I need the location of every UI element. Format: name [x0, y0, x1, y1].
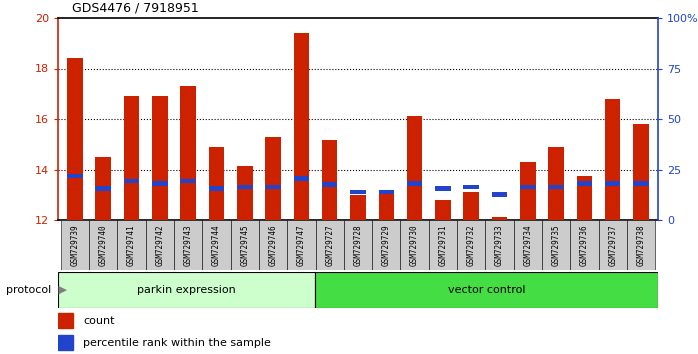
Bar	[520, 162, 535, 220]
Bar	[463, 185, 479, 189]
Bar	[124, 178, 140, 183]
Bar	[146, 220, 174, 270]
Bar	[294, 176, 309, 181]
Bar	[152, 181, 168, 185]
Bar	[570, 220, 599, 270]
Bar	[265, 185, 281, 189]
Text: GSM729745: GSM729745	[240, 224, 249, 266]
Text: GSM729736: GSM729736	[580, 224, 589, 266]
Bar	[67, 173, 83, 178]
Bar	[294, 33, 309, 220]
Text: GSM729734: GSM729734	[524, 224, 533, 266]
Bar	[322, 141, 337, 220]
Bar	[407, 116, 422, 220]
Bar	[350, 190, 366, 194]
Bar	[549, 147, 564, 220]
Bar	[485, 220, 514, 270]
Bar	[407, 181, 422, 185]
Text: GSM729737: GSM729737	[608, 224, 617, 266]
Bar	[288, 220, 315, 270]
Bar	[372, 220, 401, 270]
Text: GSM729743: GSM729743	[184, 224, 193, 266]
Bar	[58, 313, 73, 329]
Text: GSM729742: GSM729742	[156, 224, 165, 266]
Bar	[542, 220, 570, 270]
Text: GSM729732: GSM729732	[467, 224, 476, 266]
Bar	[401, 220, 429, 270]
Bar	[435, 200, 451, 220]
Bar	[58, 335, 73, 350]
Bar	[180, 178, 196, 183]
Bar	[152, 96, 168, 220]
Bar	[315, 220, 344, 270]
Bar	[605, 99, 621, 220]
Bar	[378, 190, 394, 194]
Text: GSM729729: GSM729729	[382, 224, 391, 266]
Bar	[435, 186, 451, 191]
Text: protocol: protocol	[6, 285, 51, 295]
Bar	[259, 220, 288, 270]
Bar	[344, 220, 372, 270]
Text: GSM729731: GSM729731	[438, 224, 447, 266]
Bar	[202, 220, 230, 270]
Bar	[599, 220, 627, 270]
Text: percentile rank within the sample: percentile rank within the sample	[83, 338, 271, 348]
Bar	[117, 220, 146, 270]
Bar	[627, 220, 655, 270]
Text: parkin expression: parkin expression	[138, 285, 236, 295]
Bar	[633, 181, 649, 185]
Text: GSM729733: GSM729733	[495, 224, 504, 266]
Bar	[520, 185, 535, 189]
Text: GSM729740: GSM729740	[99, 224, 107, 266]
Bar	[577, 176, 592, 220]
Bar	[209, 186, 224, 191]
Text: GSM729730: GSM729730	[410, 224, 419, 266]
Bar	[457, 220, 485, 270]
Bar	[378, 192, 394, 220]
Bar	[514, 220, 542, 270]
Bar	[491, 193, 507, 197]
Bar	[237, 166, 253, 220]
Text: GSM729741: GSM729741	[127, 224, 136, 266]
Text: GSM729728: GSM729728	[353, 224, 362, 266]
Bar	[350, 195, 366, 220]
Text: GSM729727: GSM729727	[325, 224, 334, 266]
Text: GSM729739: GSM729739	[70, 224, 80, 266]
Text: GSM729746: GSM729746	[269, 224, 278, 266]
Bar	[605, 181, 621, 185]
Text: GSM729735: GSM729735	[551, 224, 560, 266]
Bar	[61, 220, 89, 270]
Text: ▶: ▶	[54, 285, 66, 295]
Bar	[237, 185, 253, 189]
FancyBboxPatch shape	[58, 272, 315, 308]
Bar	[174, 220, 202, 270]
Bar	[549, 185, 564, 189]
Bar	[429, 220, 457, 270]
Bar	[89, 220, 117, 270]
Bar	[67, 58, 83, 220]
Bar	[322, 182, 337, 187]
Bar	[463, 192, 479, 220]
FancyBboxPatch shape	[315, 272, 658, 308]
Bar	[633, 124, 649, 220]
Text: GSM729738: GSM729738	[637, 224, 646, 266]
Bar	[96, 186, 111, 191]
Text: GDS4476 / 7918951: GDS4476 / 7918951	[72, 1, 199, 15]
Bar	[577, 181, 592, 185]
Bar	[124, 96, 140, 220]
Text: GSM729747: GSM729747	[297, 224, 306, 266]
Bar	[180, 86, 196, 220]
Bar	[209, 147, 224, 220]
Text: vector control: vector control	[448, 285, 526, 295]
Text: count: count	[83, 316, 114, 326]
Bar	[491, 217, 507, 220]
Text: GSM729744: GSM729744	[212, 224, 221, 266]
Bar	[96, 157, 111, 220]
Bar	[230, 220, 259, 270]
Bar	[265, 137, 281, 220]
